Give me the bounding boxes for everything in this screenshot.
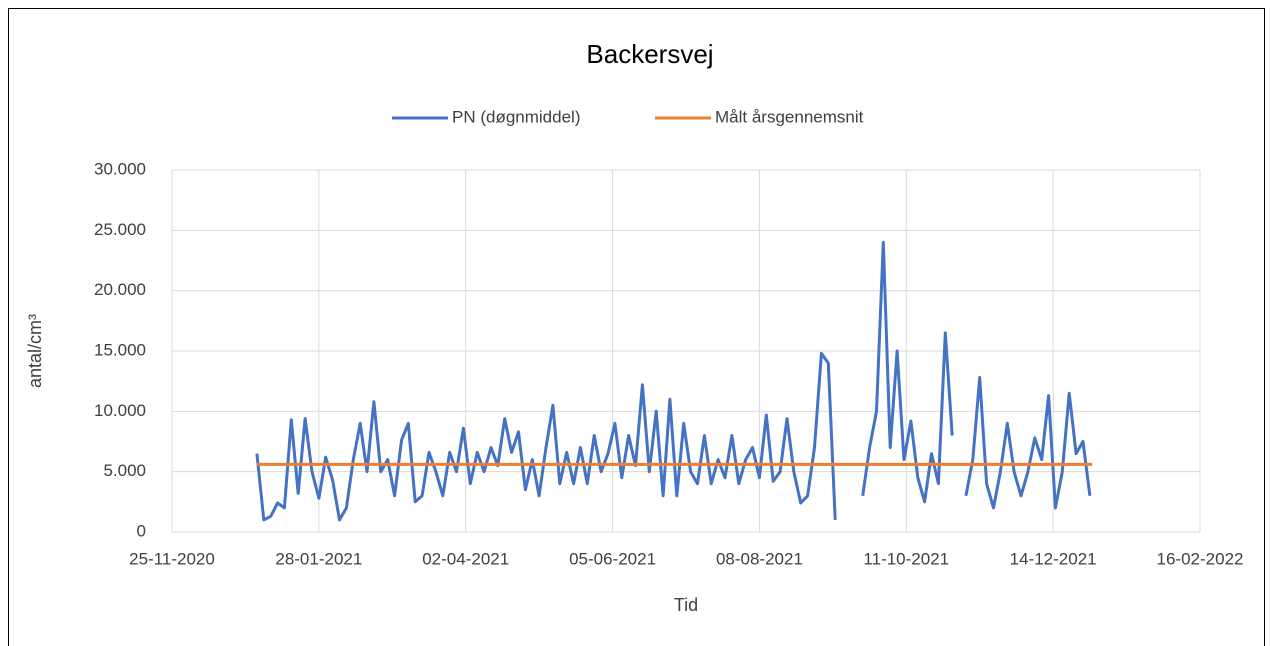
legend-label: PN (døgnmiddel) <box>452 107 581 126</box>
x-tick-label: 25-11-2020 <box>129 549 215 568</box>
legend-label: Målt årsgennemsnit <box>715 107 864 126</box>
y-tick-label: 5.000 <box>103 461 146 480</box>
y-tick-label: 0 <box>137 521 146 540</box>
y-tick-label: 20.000 <box>94 280 146 299</box>
y-axis-label: antal/cm³ <box>25 314 45 388</box>
y-tick-label: 30.000 <box>94 159 146 178</box>
x-tick-label: 11-10-2021 <box>863 549 949 568</box>
line-series <box>255 240 1092 522</box>
x-tick-label: 08-08-2021 <box>716 549 803 568</box>
x-tick-label: 16-02-2022 <box>1157 549 1244 568</box>
x-tick-label: 14-12-2021 <box>1010 549 1097 568</box>
y-tick-label: 10.000 <box>94 401 146 420</box>
chart-border <box>8 8 1265 646</box>
y-tick-label: 15.000 <box>94 340 146 359</box>
y-tick-label: 25.000 <box>94 220 146 239</box>
x-tick-label: 28-01-2021 <box>275 549 362 568</box>
x-tick-label: 02-04-2021 <box>422 549 509 568</box>
x-axis-label: Tid <box>674 595 698 615</box>
x-tick-label: 05-06-2021 <box>569 549 656 568</box>
chart-title: Backersvej <box>586 39 713 69</box>
